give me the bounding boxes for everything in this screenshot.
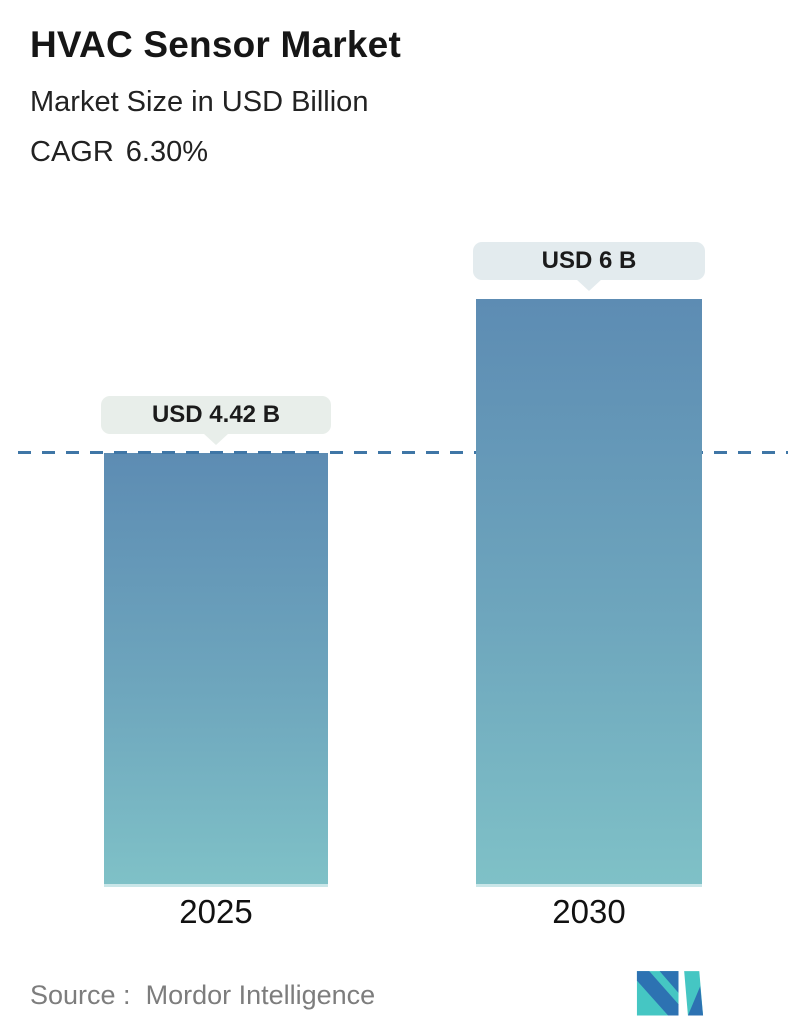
callout-pointer: [203, 433, 229, 445]
reference-dashed-line: [18, 451, 788, 454]
callout-pointer: [576, 279, 602, 291]
source-label: Source :: [30, 980, 131, 1010]
value-callout-2030: USD 6 B: [473, 242, 705, 291]
x-axis-label-2025: 2025: [179, 893, 253, 930]
cagr-label: CAGR: [30, 136, 114, 168]
bar-2030[interactable]: [476, 299, 702, 887]
bar-2025[interactable]: [104, 453, 328, 887]
source-name: Mordor Intelligence: [145, 980, 376, 1010]
page-title: HVAC Sensor Market: [30, 24, 401, 65]
cagr-value: 6.30%: [125, 136, 209, 168]
chart-subtitle: Market Size in USD Billion: [30, 86, 369, 118]
mordor-intelligence-logo: [636, 971, 704, 1016]
value-label-2030: USD 6 B: [541, 247, 637, 274]
value-label-2025: USD 4.42 B: [151, 401, 281, 428]
cagr-row: CAGR 6.30%: [30, 136, 208, 169]
x-axis-label-2030: 2030: [552, 893, 626, 930]
value-callout-2025: USD 4.42 B: [101, 396, 331, 445]
source-text: Source : Mordor Intelligence: [30, 980, 375, 1011]
